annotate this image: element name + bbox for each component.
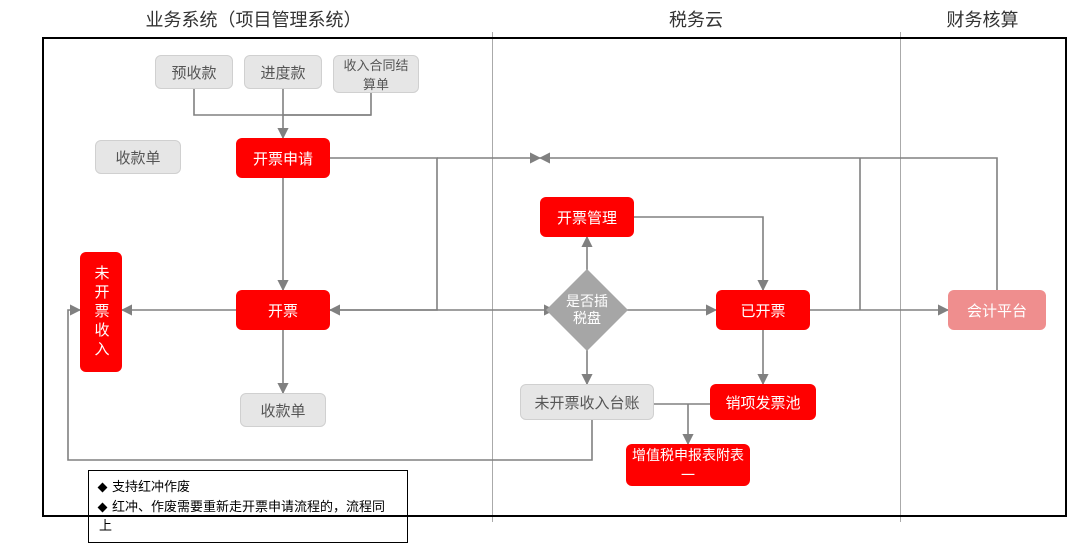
- node-progress: 进度款: [244, 55, 322, 89]
- node-accounting-platform: 会计平台: [948, 290, 1046, 330]
- node-uninvoiced-income: 未开票收入: [80, 252, 122, 372]
- decision-tax-disk: 是否插税盘: [558, 281, 616, 339]
- lane-header-fin: 财务核算: [900, 6, 1065, 32]
- node-uninvoiced-ledger: 未开票收入台账: [520, 384, 654, 420]
- node-invoice: 开票: [236, 290, 330, 330]
- flow-outer-box: [42, 37, 1067, 517]
- node-invoice-apply: 开票申请: [236, 138, 330, 178]
- footnote-line: 红冲、作废需要重新走开票申请流程的，流程同上: [99, 499, 385, 534]
- node-receipt-1: 收款单: [95, 140, 181, 174]
- footnote-line: 支持红冲作废: [112, 479, 190, 494]
- lane-header-biz: 业务系统（项目管理系统）: [15, 6, 492, 32]
- node-vat-report: 增值税申报表附表一: [626, 444, 750, 486]
- node-output-invoice-pool: 销项发票池: [710, 384, 816, 420]
- lane-header-tax: 税务云: [492, 6, 900, 32]
- node-receipt-2: 收款单: [240, 393, 326, 427]
- node-invoice-mgmt: 开票管理: [540, 197, 634, 237]
- node-prepay: 预收款: [155, 55, 233, 89]
- node-settlement: 收入合同结算单: [333, 55, 419, 93]
- node-invoiced: 已开票: [716, 290, 810, 330]
- footnote-box: 支持红冲作废 红冲、作废需要重新走开票申请流程的，流程同上: [88, 470, 408, 543]
